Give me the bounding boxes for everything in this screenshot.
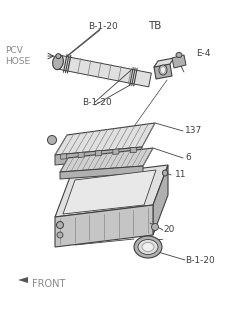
Text: 11: 11 [175,170,187,179]
Ellipse shape [151,223,159,230]
Polygon shape [57,55,151,87]
Polygon shape [154,64,172,79]
Polygon shape [61,154,67,159]
Text: B-1-20: B-1-20 [185,256,215,265]
Ellipse shape [159,65,167,75]
Text: TB: TB [148,21,161,31]
Ellipse shape [57,232,63,238]
Ellipse shape [56,54,61,59]
Text: PCV
HOSE: PCV HOSE [5,46,30,66]
Polygon shape [63,170,156,214]
Polygon shape [55,165,168,217]
Polygon shape [60,166,143,179]
Polygon shape [60,148,153,172]
Ellipse shape [57,221,63,228]
Polygon shape [55,147,142,165]
Polygon shape [130,147,136,153]
Ellipse shape [163,170,168,176]
Polygon shape [153,165,168,235]
Polygon shape [78,152,84,158]
Polygon shape [113,149,119,155]
Ellipse shape [134,236,162,258]
Ellipse shape [138,239,158,254]
Polygon shape [18,277,28,283]
Polygon shape [172,55,186,68]
Text: B-1-20: B-1-20 [88,22,118,31]
Text: 6: 6 [185,153,191,162]
Ellipse shape [161,67,166,74]
Polygon shape [154,58,174,67]
Ellipse shape [142,243,154,252]
Text: E-4: E-4 [196,49,210,58]
Polygon shape [55,123,155,155]
Polygon shape [55,205,153,247]
Text: FRONT: FRONT [32,279,65,289]
Text: 137: 137 [185,126,202,135]
Polygon shape [96,150,102,156]
Text: B-1-20: B-1-20 [82,98,112,107]
Text: 20: 20 [163,225,174,234]
Ellipse shape [176,52,182,58]
Ellipse shape [53,54,63,70]
Ellipse shape [48,135,57,145]
